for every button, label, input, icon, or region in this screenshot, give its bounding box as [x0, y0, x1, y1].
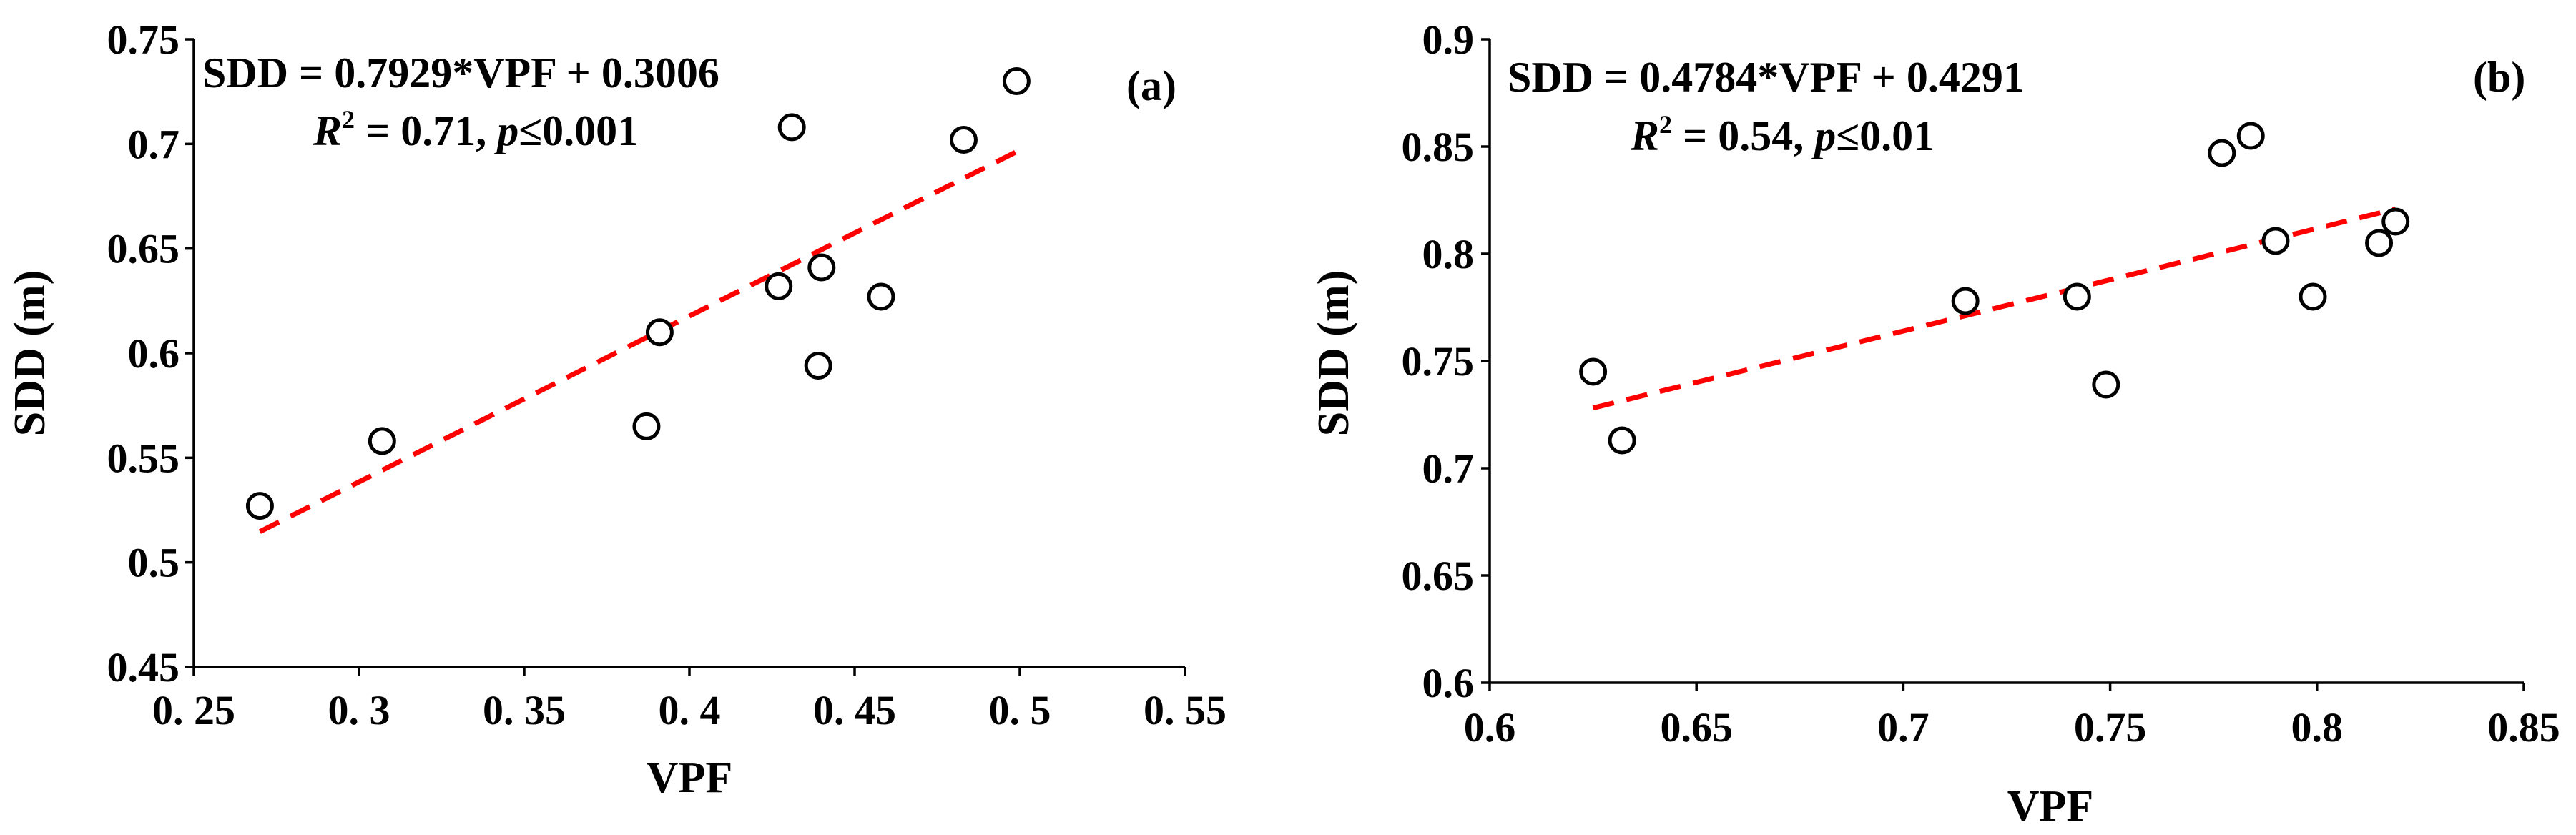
data-point: [1579, 357, 1608, 386]
x-tick-label: 0.85: [2487, 704, 2560, 751]
x-ticks: 0.6 0.65 0.7 0.75 0.8 0.85: [1464, 683, 2560, 751]
y-tick-label: 0.5: [128, 540, 180, 586]
y-tick-label: 0.65: [107, 226, 180, 272]
data-points: [1579, 122, 2410, 455]
x-axis-title: VPF: [2007, 782, 2094, 831]
x-tick-label: 0.6: [1464, 704, 1516, 751]
data-point: [949, 125, 978, 154]
x-tick-label: 0.75: [2074, 704, 2147, 751]
scatter-panel-b: 0.60.650.70.750.80.850.9 0.6 0.65 0.7 0.75 0…: [1309, 16, 2560, 831]
data-point: [1002, 67, 1031, 96]
x-tick-label: 0. 3: [328, 687, 390, 733]
y-tick-label: 0.8: [1422, 231, 1475, 277]
x-tick-label: 0. 35: [483, 687, 566, 733]
r-superscript: 2: [1659, 110, 1672, 139]
data-point: [1608, 426, 1636, 455]
y-tick-label: 0.7: [1422, 445, 1475, 492]
data-point: [2063, 282, 2091, 311]
data-point: [2208, 139, 2236, 167]
data-point: [1951, 287, 1980, 315]
data-point: [804, 352, 832, 380]
y-ticks: 0.45 0.5 0.55 0.6 0.65 0.7 0.75: [107, 16, 194, 691]
data-point: [2261, 227, 2290, 255]
x-tick-label: 0.65: [1660, 704, 1733, 751]
data-point: [2365, 229, 2394, 257]
p-symbol: p: [1811, 112, 1836, 159]
data-point: [2381, 207, 2410, 236]
data-point: [2092, 370, 2120, 399]
y-tick-label: 0.45: [107, 644, 180, 691]
r-symbol: R: [1630, 112, 1659, 159]
x-tick-label: 0. 45: [813, 687, 896, 733]
y-tick-label: 0.9: [1422, 16, 1475, 63]
y-tick-label: 0.6: [1422, 660, 1475, 706]
x-tick-label: 0.8: [2291, 704, 2344, 751]
panel-label: (b): [2473, 54, 2525, 101]
y-ticks: 0.6 0.65 0.7 0.75 0.8 0.85 0.9: [1402, 16, 1490, 706]
x-tick-label: 0. 4: [659, 687, 721, 733]
data-point: [632, 412, 661, 440]
y-tick-label: 0.6: [128, 330, 180, 377]
trend-line: [258, 149, 1018, 534]
data-point: [2236, 122, 2265, 150]
x-ticks: 0. 25 0. 3 0. 35 0. 4 0. 45 0. 5 0. 55: [152, 667, 1226, 733]
data-point: [245, 492, 274, 520]
x-tick-label: 0. 25: [152, 687, 235, 733]
data-point: [777, 113, 806, 142]
regression-stats: R2 = 0.71, p≤0.001: [313, 105, 639, 154]
regression-equation: SDD = 0.7929*VPF + 0.3006: [202, 49, 719, 97]
y-axis-title: SDD (m): [1309, 270, 1358, 436]
p-value: ≤0.001: [518, 107, 639, 154]
p-value: ≤0.01: [1836, 112, 1935, 159]
regression-stats: R2 = 0.54, p≤0.01: [1630, 110, 1935, 159]
data-point: [765, 272, 793, 300]
y-tick-label: 0.55: [107, 435, 180, 481]
data-point: [807, 253, 836, 282]
x-tick-label: 0.7: [1877, 704, 1929, 751]
x-axis-title: VPF: [647, 754, 733, 802]
r2-value: = 0.71,: [355, 107, 497, 154]
y-tick-label: 0.65: [1402, 553, 1475, 599]
r-symbol: R: [313, 107, 342, 154]
data-point: [2299, 282, 2327, 311]
data-points: [245, 67, 1031, 520]
y-tick-label: 0.85: [1402, 124, 1475, 170]
r-superscript: 2: [342, 105, 355, 134]
panel-label: (a): [1126, 62, 1176, 109]
y-tick-label: 0.75: [1402, 338, 1475, 385]
x-tick-label: 0. 5: [989, 687, 1051, 733]
p-symbol: p: [493, 107, 518, 154]
y-tick-label: 0.7: [128, 121, 180, 167]
y-tick-label: 0.75: [107, 16, 180, 63]
scatter-panel-a: 0.45 0.5 0.55 0.6 0.65 0.7 0.75 0. 25 0. 3 0. 35…: [6, 16, 1226, 802]
y-axis-title: SDD (m): [6, 270, 54, 436]
data-point: [867, 282, 895, 311]
data-point: [645, 318, 674, 347]
data-point: [368, 427, 396, 455]
r2-value: = 0.54,: [1672, 112, 1814, 159]
x-tick-label: 0. 55: [1144, 687, 1226, 733]
regression-equation: SDD = 0.4784*VPF + 0.4291: [1508, 54, 2025, 101]
